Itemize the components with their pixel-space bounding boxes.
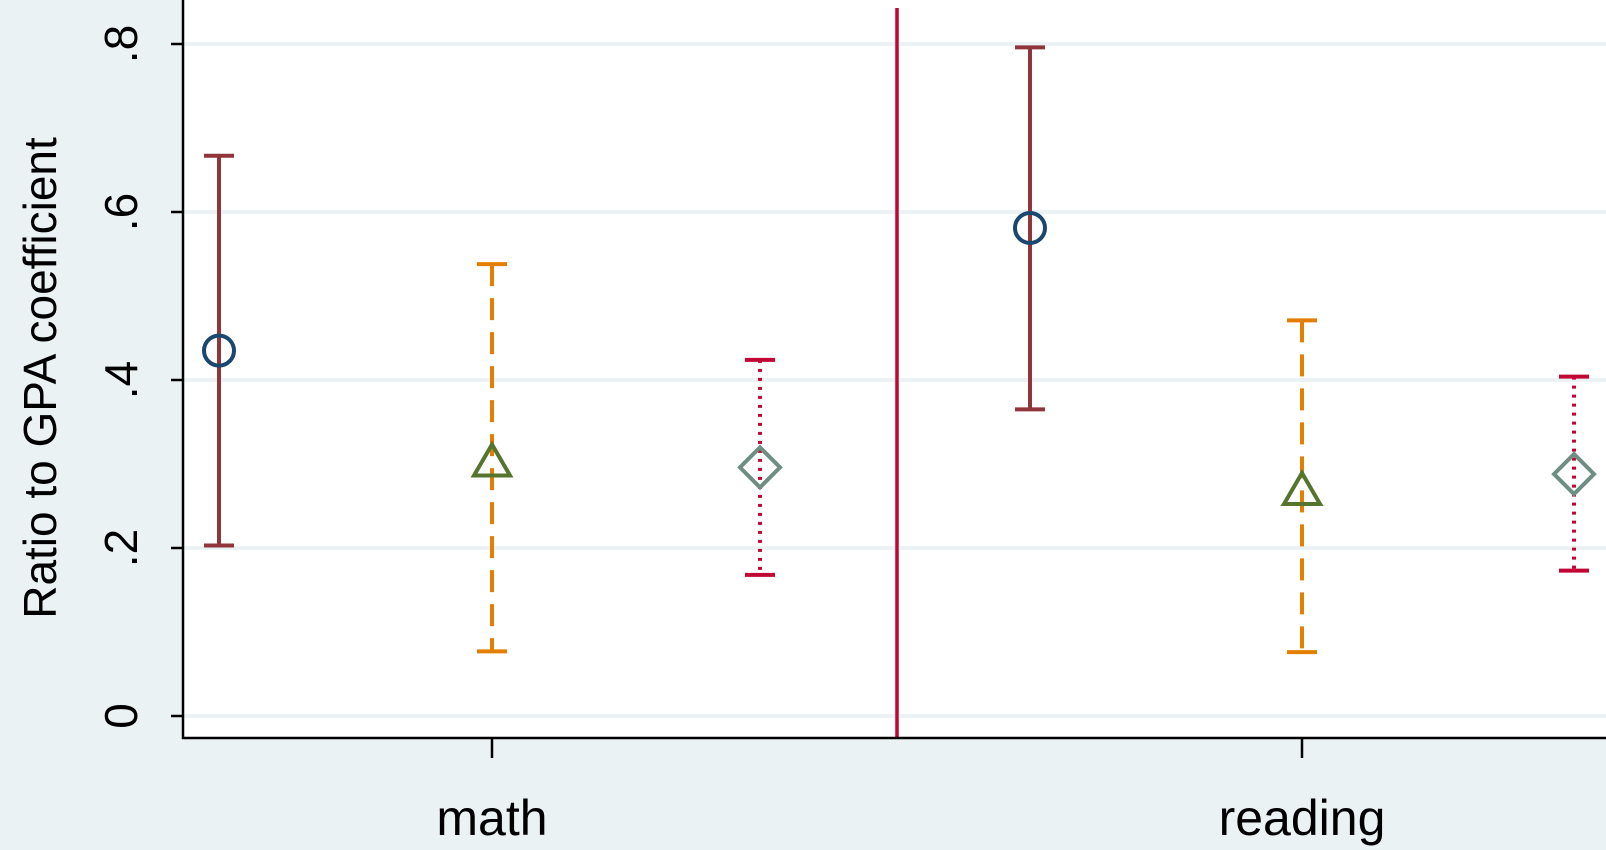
estimate-reading-circle	[1013, 45, 1047, 412]
circle-marker	[202, 333, 236, 368]
estimate-math-diamond	[737, 357, 783, 577]
diamond-marker	[1551, 451, 1597, 497]
triangle-marker	[470, 440, 514, 478]
grid-lines	[183, 42, 1606, 718]
y-tick-label: .2	[95, 529, 147, 567]
x-axis-ticks: math reading	[436, 738, 1385, 846]
estimates	[202, 45, 1597, 655]
y-tick-label: .6	[95, 193, 147, 231]
estimate-reading-diamond	[1551, 374, 1597, 573]
diamond-marker	[737, 444, 783, 491]
y-tick-label: .4	[95, 361, 147, 399]
triangle-marker	[1280, 469, 1324, 507]
y-tick-label: 0	[95, 703, 147, 729]
estimate-math-circle	[202, 153, 236, 548]
y-axis-ticks: 0 .2 .4 .6 .8	[95, 25, 183, 729]
x-tick-label-math: math	[436, 790, 547, 846]
x-tick-label-reading: reading	[1219, 790, 1386, 846]
estimate-math-triangle	[470, 262, 514, 654]
y-tick-label: .8	[95, 25, 147, 63]
estimate-reading-triangle	[1280, 318, 1324, 655]
circle-marker	[1013, 210, 1047, 245]
y-axis-title: Ratio to GPA coefficient	[14, 137, 66, 619]
plot-area	[183, 0, 1606, 738]
